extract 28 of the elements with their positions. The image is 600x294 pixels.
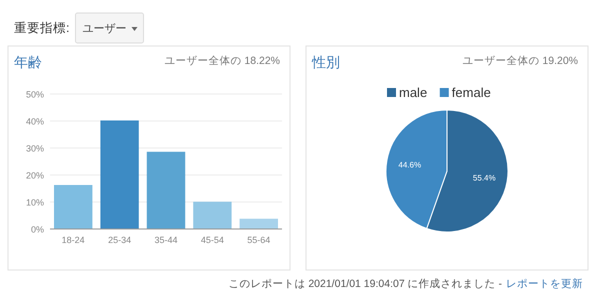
chart-title: 性別 [311,54,340,70]
y-tick-label: 50% [26,90,44,100]
y-tick-label: 40% [26,116,44,126]
y-tick-label: 0% [30,224,44,234]
y-tick-label: 10% [26,198,44,208]
legend-label: male [399,85,428,100]
y-tick-label: 30% [26,144,44,154]
chart-title: 年齢 [14,54,42,70]
bar [54,184,92,229]
x-tick-label: 18-24 [62,235,85,245]
text: このレポートは 2021/01/01 19:04:07 に作成されました - [228,277,502,290]
x-tick-label: 25-34 [108,235,132,245]
bar [193,202,232,229]
data-label: 55.4% [472,173,496,182]
bar [240,218,278,229]
text: ユーザー [82,23,126,35]
chart-subtitle: ユーザー全体の 18.22% [164,55,280,67]
text: レポートを更新 [506,277,583,290]
x-tick-label: 35-44 [154,235,178,245]
text: 重要指標: [14,21,70,35]
x-tick-label: 55-64 [247,235,270,245]
bar [146,152,186,229]
data-label: 44.6% [398,160,422,170]
x-tick-label: 45-54 [200,235,224,245]
chart-subtitle: ユーザー全体の 19.20% [462,55,578,67]
legend-label: female [452,85,491,100]
y-tick-label: 20% [26,170,44,180]
bar [100,120,139,229]
